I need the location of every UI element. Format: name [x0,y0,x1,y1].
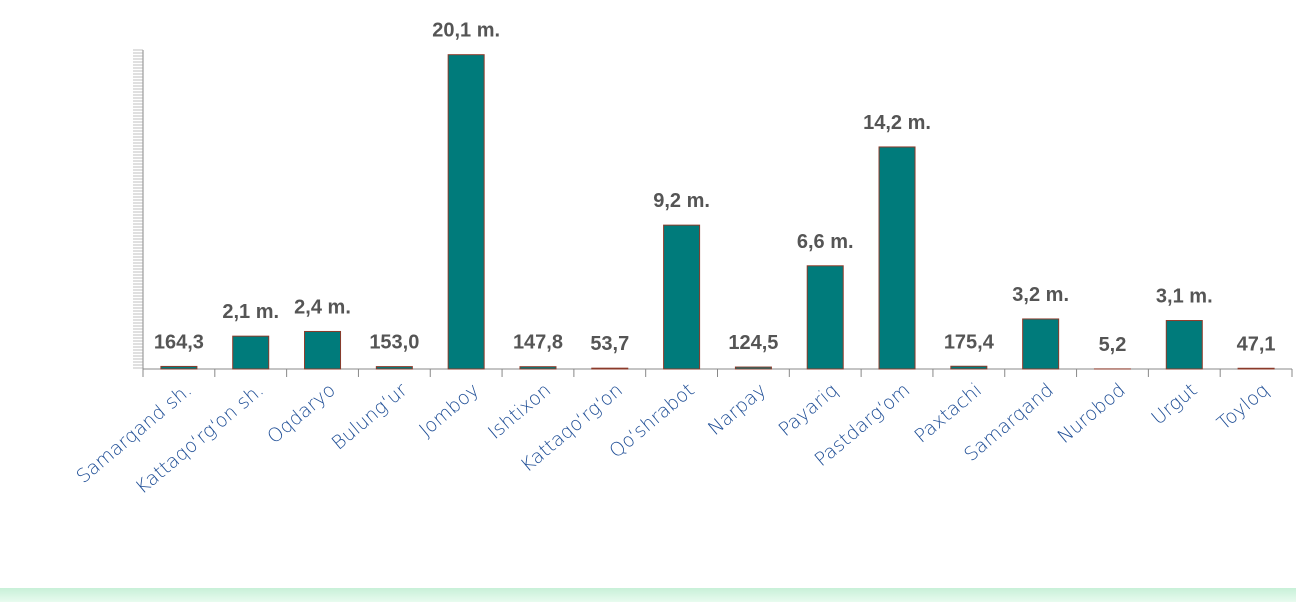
x-tick-label: Kattaqo‘rg‘on sh. [131,379,268,499]
x-tick-label: Nurobod [1053,379,1129,448]
value-label: 164,3 [154,331,204,353]
bar [1022,318,1060,370]
x-tick-label: Toyloq [1213,379,1273,435]
bar [591,367,629,370]
bar [663,224,701,370]
value-label: 124,5 [728,332,778,354]
value-label: 14,2 m. [863,112,931,134]
value-label: 47,1 [1237,333,1276,355]
value-label: 3,1 m. [1156,286,1213,308]
bar [806,265,844,370]
x-tick-label: Urgut [1147,379,1201,429]
value-label: 175,4 [944,331,995,353]
value-label: 20,1 m. [432,20,500,42]
bar [1237,367,1275,370]
x-tick-label: Bulung‘ur [328,379,412,455]
value-label: 2,4 m. [294,296,351,318]
bar [1165,320,1203,370]
value-label: 2,1 m. [222,301,279,323]
bar [950,365,988,370]
x-tick-label: Payariq [774,379,842,441]
bar [447,54,485,370]
bar [304,330,342,370]
value-label: 153,0 [369,332,419,354]
bar [878,146,916,370]
footer-band [0,588,1296,602]
x-tick-label: Jomboy [415,379,483,441]
value-label: 5,2 [1099,334,1127,356]
bar [375,366,413,370]
x-tick-label: Narpay [704,379,771,440]
value-label: 9,2 m. [653,190,710,212]
bar [519,366,557,370]
bar [734,366,772,370]
bar [232,335,270,370]
value-label: 53,7 [590,333,629,355]
x-tick-label: Ishtixon [484,379,555,444]
value-label: 3,2 m. [1012,284,1069,306]
bar [160,365,198,370]
value-label: 6,6 m. [797,231,854,253]
value-label: 147,8 [513,332,563,354]
